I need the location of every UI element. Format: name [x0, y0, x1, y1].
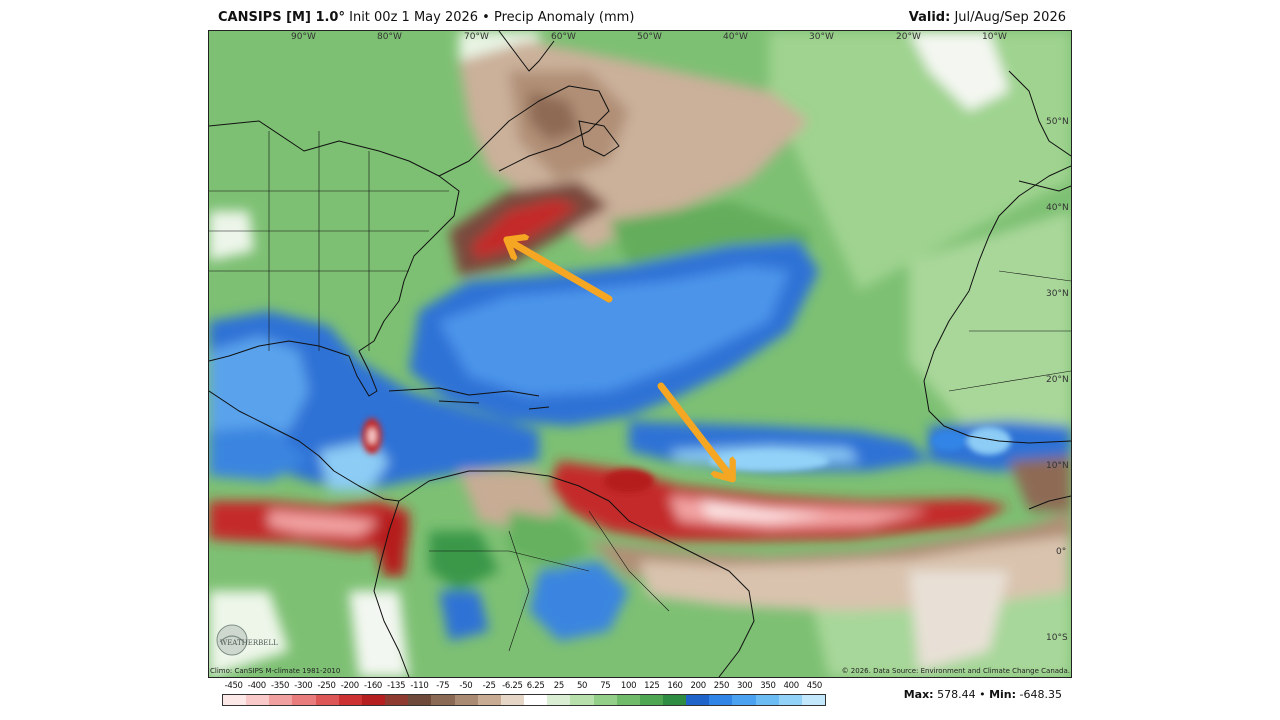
colorbar-swatch: [547, 695, 571, 705]
colorbar-legend: -450 -400 -350 -300 -250 -200 -160 -135 -110 -75-…: [222, 681, 826, 707]
lon-label: 50°W: [637, 32, 662, 42]
colorbar-label: -400: [247, 681, 266, 691]
valid-value: Jul/Aug/Sep 2026: [954, 10, 1066, 25]
colorbar-swatch: [315, 695, 339, 705]
colorbar-label: 250: [713, 681, 730, 691]
max-value: 578.44: [937, 688, 976, 701]
colorbar-label: 160: [667, 681, 683, 691]
colorbar-label: 125: [644, 681, 660, 691]
annotation-arrows: [509, 241, 731, 477]
valid-period: Valid: Jul/Aug/Sep 2026: [909, 10, 1066, 25]
arrow-northwest: [509, 241, 613, 303]
colorbar-label: 50: [576, 681, 588, 691]
colorbar-swatch: [454, 695, 478, 705]
anomaly-field: [209, 31, 1071, 677]
colorbar-swatch: [408, 695, 432, 705]
climo-note: Climo: CanSIPS M-climate 1981-2010: [210, 667, 341, 675]
data-source: © 2026. Data Source: Environment and Cli…: [841, 667, 1070, 675]
lat-label: 30°N: [1046, 289, 1069, 299]
colorbar-swatch: [801, 695, 826, 705]
colorbar-scale: [222, 694, 826, 706]
colorbar-swatch: [385, 695, 409, 705]
chart-header: CANSIPS [M] 1.0° Init 00z 1 May 2026 • P…: [218, 10, 1066, 30]
colorbar-label: -160: [363, 681, 383, 691]
colorbar-label: -6.25: [502, 681, 523, 691]
colorbar-label: 450: [806, 681, 823, 691]
colorbar-swatch: [269, 695, 293, 705]
colorbar-label: 25: [553, 681, 565, 691]
weatherbell-logo: WEATHERBELL: [214, 622, 284, 658]
lat-label: 10°S: [1046, 633, 1068, 643]
colorbar-swatch: [662, 695, 687, 705]
colorbar-label: -50: [459, 681, 473, 691]
colorbar-swatch: [616, 695, 640, 705]
colorbar-label: 75: [600, 681, 611, 691]
max-label: Max:: [903, 688, 934, 701]
colorbar-label: -75: [436, 681, 450, 691]
lon-label: 10°W: [982, 32, 1007, 42]
colorbar-label: 100: [620, 681, 637, 691]
colorbar-swatch: [524, 695, 548, 705]
lon-labels: 90°W 80°W 70°W 60°W 50°W 40°W 30°W 20°W …: [291, 32, 1007, 42]
lon-label: 80°W: [377, 32, 402, 42]
colorbar-label: -250: [317, 681, 336, 691]
map-canvas: 90°W 80°W 70°W 60°W 50°W 40°W 30°W 20°W …: [209, 31, 1071, 677]
lon-label: 30°W: [809, 32, 834, 42]
lon-label: 40°W: [723, 32, 748, 42]
small-anomalies: [362, 418, 1011, 493]
colorbar-label: 350: [760, 681, 776, 691]
colorbar-label: -110: [410, 681, 429, 691]
coastlines: [209, 31, 1071, 677]
arrow-southeast: [657, 382, 731, 477]
colorbar-label: -135: [387, 681, 406, 691]
lat-labels: 50°N 40°N 30°N 20°N 10°N 0° 10°S: [1046, 117, 1069, 643]
colorbar-swatch: [223, 695, 247, 705]
colorbar-label: 200: [690, 681, 707, 691]
colorbar-swatch: [639, 695, 663, 705]
lat-label: 50°N: [1046, 117, 1069, 127]
lon-label: 20°W: [896, 32, 921, 42]
lon-label: 90°W: [291, 32, 316, 42]
colorbar-swatch: [732, 695, 756, 705]
run-description: Init 00z 1 May 2026 • Precip Anomaly (mm…: [349, 10, 635, 25]
colorbar-label: -350: [271, 681, 290, 691]
colorbar-swatch: [755, 695, 779, 705]
logo-text: WEATHERBELL: [220, 639, 278, 647]
lat-label: 10°N: [1046, 461, 1069, 471]
colorbar-label: -200: [340, 681, 359, 691]
lon-label: 70°W: [464, 32, 489, 42]
lat-label: 20°N: [1046, 375, 1069, 385]
precip-anomaly-map: 90°W 80°W 70°W 60°W 50°W 40°W 30°W 20°W …: [208, 30, 1072, 678]
lon-label: 60°W: [551, 32, 576, 42]
colorbar-swatch: [477, 695, 501, 705]
colorbar-label: -25: [482, 681, 496, 691]
colorbar-labels: -450 -400 -350 -300 -250 -200 -160 -135 -110 -75-…: [222, 681, 826, 693]
colorbar-swatch: [500, 695, 525, 705]
min-value: -648.35: [1019, 688, 1062, 701]
valid-label: Valid:: [908, 10, 951, 25]
colorbar-label: 6.25: [526, 681, 545, 691]
model-name: CANSIPS [M] 1.0°: [218, 10, 345, 25]
colorbar-label: -300: [294, 681, 313, 691]
field-stats: Max: 578.44 • Min: -648.35: [904, 688, 1062, 701]
min-label: Min:: [989, 688, 1017, 701]
colorbar-swatch: [778, 695, 802, 705]
colorbar-swatch: [246, 695, 270, 705]
colorbar-swatch: [431, 695, 455, 705]
stats-separator: •: [979, 688, 986, 701]
colorbar-swatch: [338, 695, 362, 705]
chart-title: CANSIPS [M] 1.0° Init 00z 1 May 2026 • P…: [218, 10, 634, 25]
colorbar-swatch: [292, 695, 316, 705]
colorbar-label: 300: [737, 681, 753, 691]
lat-label: 0°: [1056, 547, 1066, 557]
colorbar-swatch: [593, 695, 617, 705]
lat-label: 40°N: [1046, 203, 1069, 213]
colorbar-swatch: [709, 695, 733, 705]
colorbar-label: -450: [224, 681, 243, 691]
colorbar-swatch: [570, 695, 594, 705]
colorbar-swatch: [686, 695, 710, 705]
colorbar-label: 400: [783, 681, 799, 691]
colorbar-swatch: [361, 695, 386, 705]
